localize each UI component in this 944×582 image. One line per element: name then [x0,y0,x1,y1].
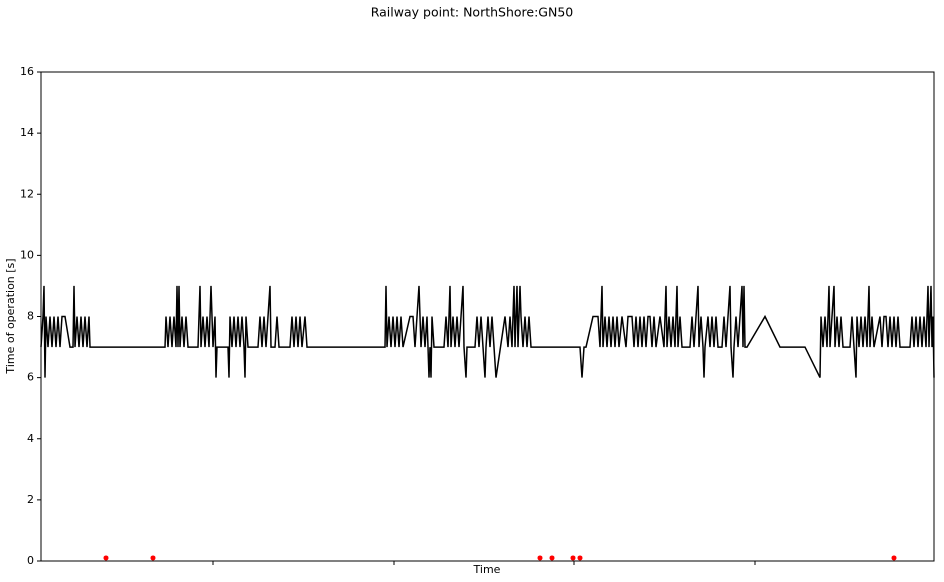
y-tick-label: 16 [20,65,34,78]
data-point [577,555,583,561]
y-tick-label: 0 [27,554,34,567]
y-tick-label: 10 [20,248,34,261]
y-tick-label: 8 [27,310,34,323]
data-point [150,555,156,561]
data-point [891,555,897,561]
chart-title: Railway point: NorthShore:GN50 [371,5,574,20]
data-point [570,555,576,561]
y-tick-label: 4 [27,432,34,445]
y-tick-label: 12 [20,187,34,200]
y-tick-label: 2 [27,493,34,506]
data-point [537,555,543,561]
y-tick-label: 14 [20,126,34,139]
data-point [103,555,109,561]
data-point [549,555,555,561]
x-axis-label: Time [473,563,501,576]
y-tick-label: 6 [27,371,34,384]
data-line [40,285,935,378]
plot-frame [40,71,935,562]
y-axis-label: Time of operation [s] [4,258,17,374]
